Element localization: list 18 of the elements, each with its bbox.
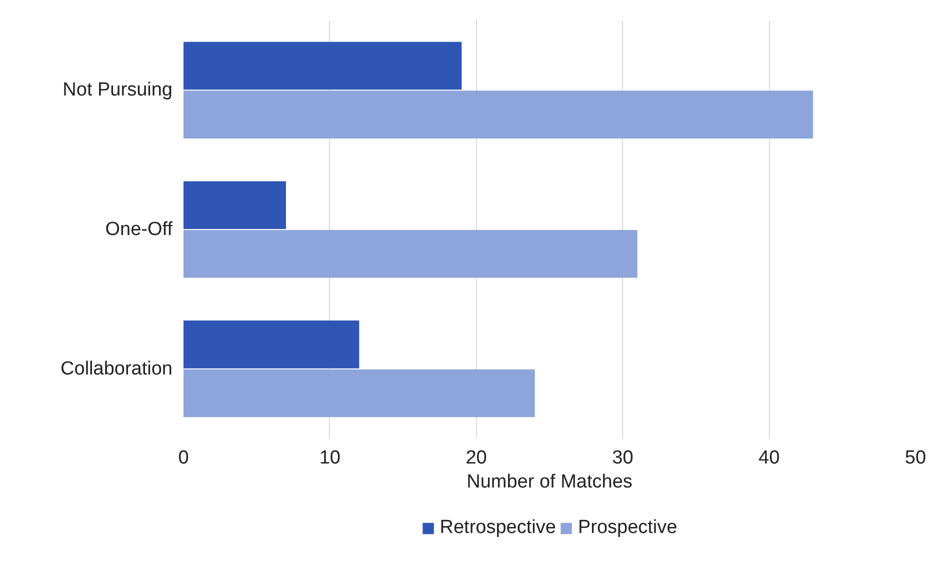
bar (184, 42, 462, 90)
bar (184, 320, 360, 368)
bar (184, 369, 535, 418)
x-tick-label: 20 (466, 448, 487, 468)
y-tick-label: Not Pursuing (62, 80, 173, 101)
y-tick-label: One-Off (105, 219, 174, 240)
x-tick-label: 0 (178, 448, 189, 468)
x-axis-title: Number of Matches (466, 472, 632, 492)
x-tick-label: 50 (904, 448, 926, 468)
bar (184, 181, 286, 230)
x-tick-label: 10 (319, 448, 340, 468)
bar (184, 230, 638, 278)
y-tick-label: Collaboration (60, 358, 173, 380)
x-tick-label: 30 (612, 448, 634, 468)
bar (184, 90, 814, 138)
legend-label: Prospective (578, 516, 678, 538)
legend-label: Retrospective (440, 516, 556, 538)
x-tick-label: 40 (758, 448, 780, 468)
